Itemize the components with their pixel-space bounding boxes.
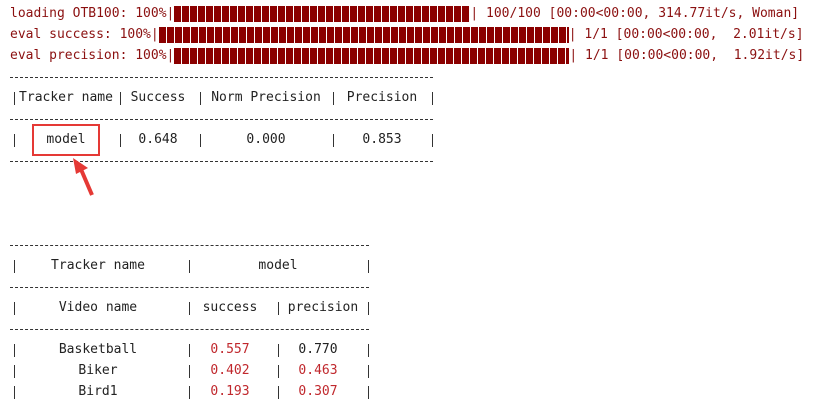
separator: [10, 161, 433, 162]
separator: [10, 329, 369, 330]
table-cell: Basketball: [58, 342, 138, 357]
column-divider: [368, 386, 369, 399]
column-divider: [14, 302, 15, 315]
progress-info: | 100/100 [00:00<00:00, 314.77it/s, Woma…: [470, 6, 800, 21]
column-divider: [189, 365, 190, 378]
highlight-box: [32, 124, 100, 156]
column-divider: [368, 344, 369, 357]
table-cell: success: [202, 300, 258, 315]
separator: [10, 287, 369, 288]
table-cell: 0.402: [210, 363, 250, 378]
column-divider: [278, 386, 279, 399]
progress-info: | 1/1 [00:00<00:00, 1.92it/s]: [569, 48, 805, 63]
table-cell: 0.648: [138, 132, 178, 147]
progress-info: | 1/1 [00:00<00:00, 2.01it/s]: [568, 27, 804, 42]
column-divider: [278, 365, 279, 378]
column-divider: [368, 260, 369, 273]
table-cell: 0.000: [246, 132, 286, 147]
column-divider: [189, 302, 190, 315]
column-divider: [14, 134, 15, 147]
column-divider: [333, 134, 334, 147]
column-divider: [189, 260, 190, 273]
column-divider: [368, 302, 369, 315]
column-divider: [14, 260, 15, 273]
table-cell: Success: [130, 90, 186, 105]
column-divider: [432, 134, 433, 147]
table-cell: Video name: [58, 300, 138, 315]
separator: [10, 245, 369, 246]
separator: [10, 77, 433, 78]
separator: [10, 119, 433, 120]
column-divider: [14, 365, 15, 378]
column-divider: [333, 92, 334, 105]
progress-bar: [174, 48, 570, 64]
column-divider: [14, 386, 15, 399]
progress-label: loading OTB100: 100%|: [10, 6, 175, 21]
progress-bar: [158, 27, 569, 43]
table-cell: precision: [287, 300, 359, 315]
table-cell: Biker: [78, 363, 118, 378]
column-divider: [278, 302, 279, 315]
column-divider: [189, 386, 190, 399]
table-cell: 0.853: [362, 132, 402, 147]
arrow-shaft: [78, 166, 94, 196]
column-divider: [189, 344, 190, 357]
table-cell: Bird1: [78, 384, 118, 399]
table-cell: 0.463: [298, 363, 338, 378]
table-cell: 0.193: [210, 384, 250, 399]
table-cell: Tracker name: [19, 90, 113, 105]
progress-line: loading OTB100: 100%| | 100/100 [00:00<00…: [10, 4, 799, 24]
table-cell: Tracker name: [51, 258, 145, 273]
column-divider: [368, 365, 369, 378]
progress-line: eval precision: 100%| | 1/1 [00:00<00:00,…: [10, 46, 804, 66]
column-divider: [432, 92, 433, 105]
table-cell: 0.557: [210, 342, 250, 357]
progress-line: eval success: 100%| | 1/1 [00:00<00:00, 2…: [10, 25, 804, 45]
progress-bar: [174, 6, 471, 22]
column-divider: [278, 344, 279, 357]
table-cell: model: [258, 258, 298, 273]
column-divider: [14, 344, 15, 357]
column-divider: [120, 92, 121, 105]
table-cell: 0.307: [298, 384, 338, 399]
progress-label: eval success: 100%|: [10, 27, 159, 42]
column-divider: [120, 134, 121, 147]
table-cell: Norm Precision: [211, 90, 321, 105]
table-cell: model: [46, 132, 86, 147]
progress-label: eval precision: 100%|: [10, 48, 175, 63]
column-divider: [14, 92, 15, 105]
column-divider: [200, 92, 201, 105]
column-divider: [200, 134, 201, 147]
table-cell: 0.770: [298, 342, 338, 357]
table-cell: Precision: [346, 90, 418, 105]
